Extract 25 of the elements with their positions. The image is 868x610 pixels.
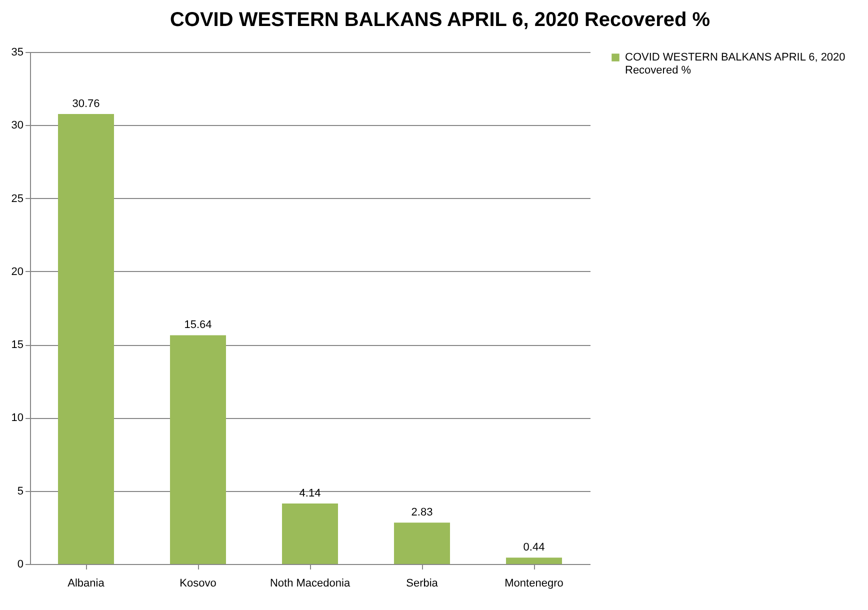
chart-title: COVID WESTERN BALKANS APRIL 6, 2020 Recovered % [170,9,710,31]
legend-label: COVID WESTERN BALKANS APRIL 6, 2020 Recovered % [625,52,846,76]
data-label: 15.64 [184,319,212,332]
data-label: 0.44 [523,542,545,554]
x-tick-label: Noth Macedonia [270,578,351,590]
bar [506,558,562,564]
y-tick-label: 5 [17,485,24,498]
bar [394,522,450,564]
data-label: 4.14 [299,487,321,500]
y-tick-label: 35 [11,46,24,58]
y-tick-label: 20 [11,266,24,278]
x-tick-label: Serbia [406,578,439,590]
x-tick-label: Montenegro [504,578,564,590]
y-tick-label: 15 [11,339,24,352]
y-tick-label: 25 [11,192,24,205]
data-label: 2.83 [411,506,433,519]
x-tick-label: Albania [68,578,106,590]
bar [170,335,226,564]
x-tick-label: Kosovo [180,578,216,590]
y-tick-label: 30 [11,120,24,132]
data-label: 30.76 [72,98,100,110]
y-tick-label: 10 [11,412,24,424]
bar [282,503,338,564]
y-tick-label: 0 [17,558,24,570]
bar [58,114,114,564]
